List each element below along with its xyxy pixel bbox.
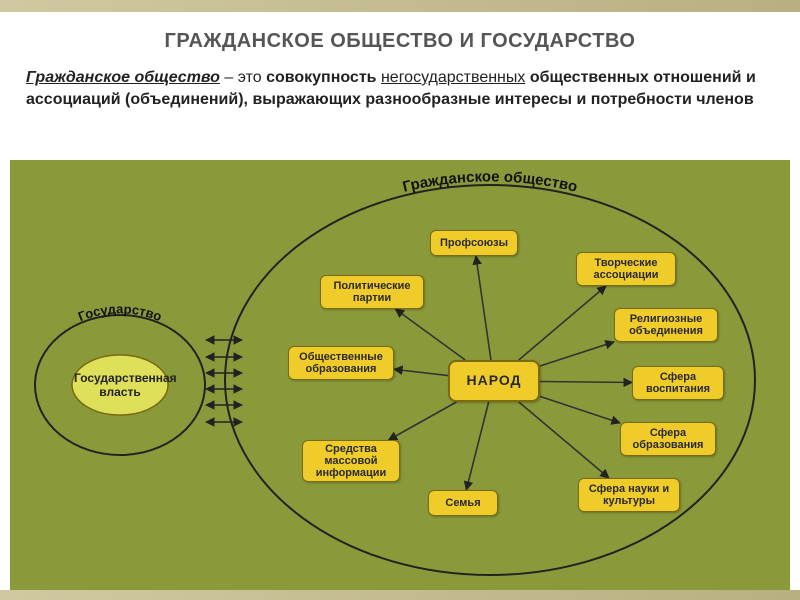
state-power-label: Государственная власть (74, 371, 166, 399)
node-public-education: Общественные образования (288, 346, 394, 380)
footer-decoration (0, 590, 800, 600)
node-family: Семья (428, 490, 498, 516)
page-title: ГРАЖДАНСКОЕ ОБЩЕСТВО И ГОСУДАРСТВО (0, 30, 800, 53)
node-unions: Профсоюзы (430, 230, 518, 256)
node-political-parties: Политические партии (320, 275, 424, 309)
node-upbringing: Сфера воспитания (632, 366, 724, 400)
node-religious: Религиозные объединения (614, 308, 718, 342)
node-education-sphere: Сфера образования (620, 422, 716, 456)
definition-term: Гражданское общество (26, 69, 220, 86)
diagram-area: Гражданское обществоГосударство Государс… (10, 160, 790, 590)
definition-text: Гражданское общество – это совокупность … (0, 67, 800, 110)
header-decoration (0, 0, 800, 12)
node-science: Сфера науки и культуры (578, 478, 680, 512)
node-media: Средства массовой информации (302, 440, 400, 482)
node-creative: Творческие ассоциации (576, 252, 676, 286)
center-node-people: НАРОД (448, 360, 540, 402)
